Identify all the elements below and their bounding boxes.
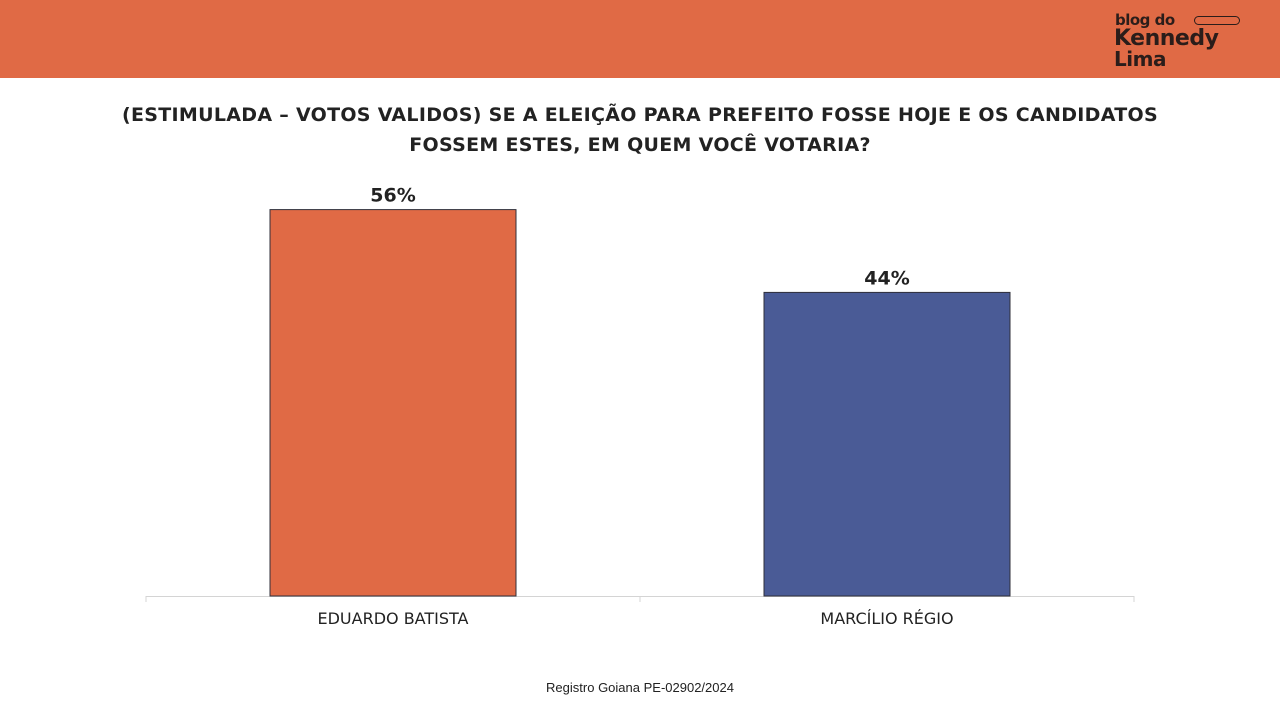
chart-title: (ESTIMULADA – VOTOS VALIDOS) SE A ELEIÇÃ…	[90, 100, 1190, 160]
data-label: 44%	[864, 267, 909, 289]
bar	[763, 291, 1011, 597]
x-tick-label: EDUARDO BATISTA	[317, 609, 468, 628]
logo-line-1: blog do	[1115, 11, 1175, 29]
logo-line-3: Lima	[1114, 47, 1166, 71]
logo-line-2: Kennedy	[1114, 26, 1219, 51]
footer-registration: Registro Goiana PE-02902/2024	[546, 680, 734, 695]
header-bar: blog do Kennedy Lima	[0, 0, 1280, 78]
chart-title-line-1: (ESTIMULADA – VOTOS VALIDOS) SE A ELEIÇÃ…	[122, 104, 1158, 126]
logo-tag-icon	[1194, 16, 1240, 25]
bar	[269, 209, 517, 597]
chart-title-line-2: FOSSEM ESTES, EM QUEM VOCÊ VOTARIA?	[409, 134, 871, 156]
data-label: 56%	[370, 185, 415, 207]
blog-logo[interactable]: blog do Kennedy Lima	[1114, 12, 1244, 70]
x-tick-label: MARCÍLIO RÉGIO	[820, 609, 953, 628]
